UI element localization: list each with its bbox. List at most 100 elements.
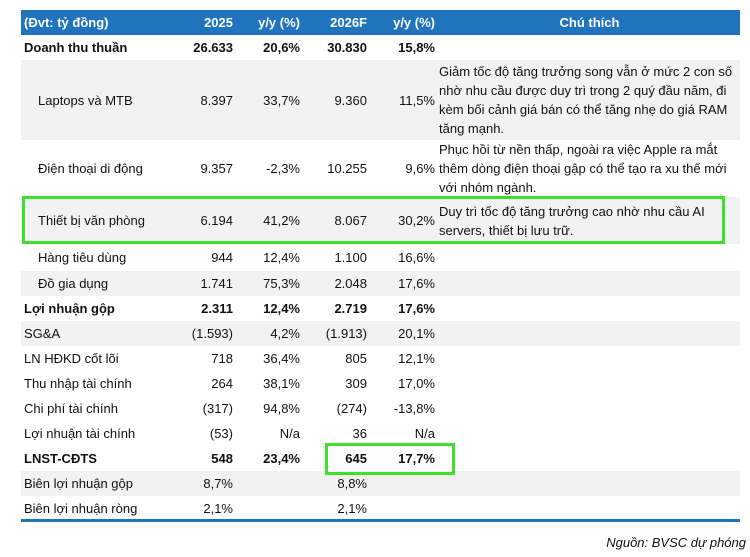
value-2026f: 645 (345, 451, 367, 466)
highlight-box-net-profit-2026 (325, 443, 455, 475)
table-row: LNST-CĐTS 548 23,4% 645 17,7% (21, 446, 740, 471)
yy-2025: 41,2% (233, 197, 300, 244)
yy-2025: 94,8% (263, 401, 300, 416)
header-note: Chú thích (435, 10, 740, 35)
yy-2026f: 20,1% (367, 321, 435, 346)
row-label: LNST-CĐTS (24, 451, 97, 466)
header-yy-2025: y/y (%) (233, 10, 300, 35)
value-2026f: 9.360 (300, 60, 367, 140)
yy-2025: 23,4% (263, 451, 300, 466)
yy-2026f: 11,5% (367, 60, 435, 140)
yy-2025 (233, 496, 300, 521)
yy-2025: -2,3% (266, 161, 300, 176)
table-row: Chi phí tài chính (317) 94,8% (274) -13,8% (21, 396, 740, 421)
table-row: Hàng tiêu dùng 944 12,4% 1.100 16,6% (21, 244, 740, 271)
row-label: Điện thoại di động (38, 161, 143, 176)
value-2025: (317) (202, 401, 233, 416)
table-row: Doanh thu thuần 26.633 20,6% 30.830 15,8% (21, 35, 740, 60)
row-note (435, 244, 740, 271)
yy-2026f: 17,6% (367, 271, 435, 296)
row-label: Doanh thu thuần (24, 40, 128, 55)
yy-2025: 12,4% (263, 250, 300, 265)
yy-2026f: 15,8% (398, 40, 435, 55)
value-2026f: 10.255 (327, 161, 367, 176)
value-2026f: 309 (345, 376, 367, 391)
row-label: Laptops và MTB (21, 60, 174, 140)
value-2025: 548 (211, 451, 233, 466)
table-bottom-rule (21, 519, 740, 522)
yy-2026f: 17,6% (398, 301, 435, 316)
value-2025: 9.357 (200, 161, 233, 176)
value-2025: (53) (209, 426, 233, 441)
value-2026f: 2.048 (300, 271, 367, 296)
yy-2026f: 17,0% (398, 376, 435, 391)
row-label: Biên lợi nhuận gộp (21, 471, 174, 496)
yy-2025: 20,6% (263, 40, 300, 55)
yy-2025: 33,7% (233, 60, 300, 140)
value-2025: 26.633 (193, 40, 233, 55)
yy-2026f: 12,1% (398, 351, 435, 366)
table-row: Thu nhập tài chính 264 38,1% 309 17,0% (21, 371, 740, 396)
value-2025: 264 (211, 376, 233, 391)
yy-2025: N/a (279, 426, 300, 441)
yy-2026f: 9,6% (405, 161, 435, 176)
row-label: Đồ gia dụng (21, 271, 174, 296)
yy-2026f: -13,8% (393, 401, 435, 416)
yy-2025: 38,1% (263, 376, 300, 391)
yy-2026f (367, 496, 435, 521)
row-label: Lợi nhuận gộp (24, 301, 115, 316)
value-2025: 718 (211, 351, 233, 366)
financial-forecast-table: (Đvt: tỷ đồng) 2025 y/y (%) 2026F y/y (%… (21, 10, 740, 521)
row-label: SG&A (21, 321, 174, 346)
table-row: Biên lợi nhuận gộp 8,7% 8,8% (21, 471, 740, 496)
yy-2025 (233, 471, 300, 496)
row-note (435, 296, 740, 321)
table-row: Laptops và MTB 8.397 33,7% 9.360 11,5% Giảm t… (21, 60, 740, 140)
value-2025: 6.194 (174, 197, 233, 244)
value-2025: 2.311 (201, 301, 233, 316)
row-note (435, 471, 740, 496)
header-unit: (Đvt: tỷ đồng) (21, 10, 174, 35)
value-2026f: 8.067 (300, 197, 367, 244)
table-row: Biên lợi nhuận ròng 2,1% 2,1% (21, 496, 740, 521)
value-2025: 2,1% (203, 501, 233, 516)
row-label: LN HĐKD cốt lõi (24, 351, 119, 366)
value-2026f: 8,8% (300, 471, 367, 496)
row-note (435, 321, 740, 346)
row-note (435, 421, 740, 446)
value-2026f: (274) (336, 401, 367, 416)
table-row: Lợi nhuận tài chính (53) N/a 36 N/a (21, 421, 740, 446)
row-note (435, 271, 740, 296)
row-note (435, 496, 740, 521)
value-2025: (1.593) (174, 321, 233, 346)
row-note: Phục hồi từ nền thấp, ngoài ra việc Appl… (439, 142, 727, 195)
row-note (435, 346, 740, 371)
value-2026f: 36 (352, 426, 367, 441)
yy-2026f: 16,6% (398, 250, 435, 265)
value-2025: 8.397 (174, 60, 233, 140)
row-note (435, 35, 740, 60)
table-row: SG&A (1.593) 4,2% (1.913) 20,1% (21, 321, 740, 346)
row-label: Biên lợi nhuận ròng (24, 501, 138, 516)
value-2026f: 2.719 (334, 301, 367, 316)
table-row: Thiết bị văn phòng 6.194 41,2% 8.067 30,2% Du… (21, 197, 740, 244)
value-2026f: 2,1% (337, 501, 367, 516)
row-label: Thu nhập tài chính (24, 376, 132, 391)
header-yy-2026: y/y (%) (367, 10, 435, 35)
table-row: Điện thoại di động 9.357 -2,3% 10.255 9,6% Ph… (21, 140, 740, 197)
source-note: Nguồn: BVSC dự phóng (606, 535, 746, 550)
value-2026f: (1.913) (300, 321, 367, 346)
yy-2025: 12,4% (263, 301, 300, 316)
header-2026f: 2026F (300, 10, 367, 35)
value-2025: 1.741 (174, 271, 233, 296)
yy-2025: 36,4% (263, 351, 300, 366)
row-note (435, 396, 740, 421)
row-label: Hàng tiêu dùng (38, 250, 127, 265)
yy-2026f: 17,7% (398, 451, 435, 466)
table-row: LN HĐKD cốt lõi 718 36,4% 805 12,1% (21, 346, 740, 371)
row-note (435, 446, 740, 471)
table-header: (Đvt: tỷ đồng) 2025 y/y (%) 2026F y/y (%… (21, 10, 740, 35)
row-note: Duy trì tốc độ tăng trưởng cao nhờ nhu c… (435, 197, 740, 244)
yy-2026f: 30,2% (367, 197, 435, 244)
yy-2025: 4,2% (233, 321, 300, 346)
